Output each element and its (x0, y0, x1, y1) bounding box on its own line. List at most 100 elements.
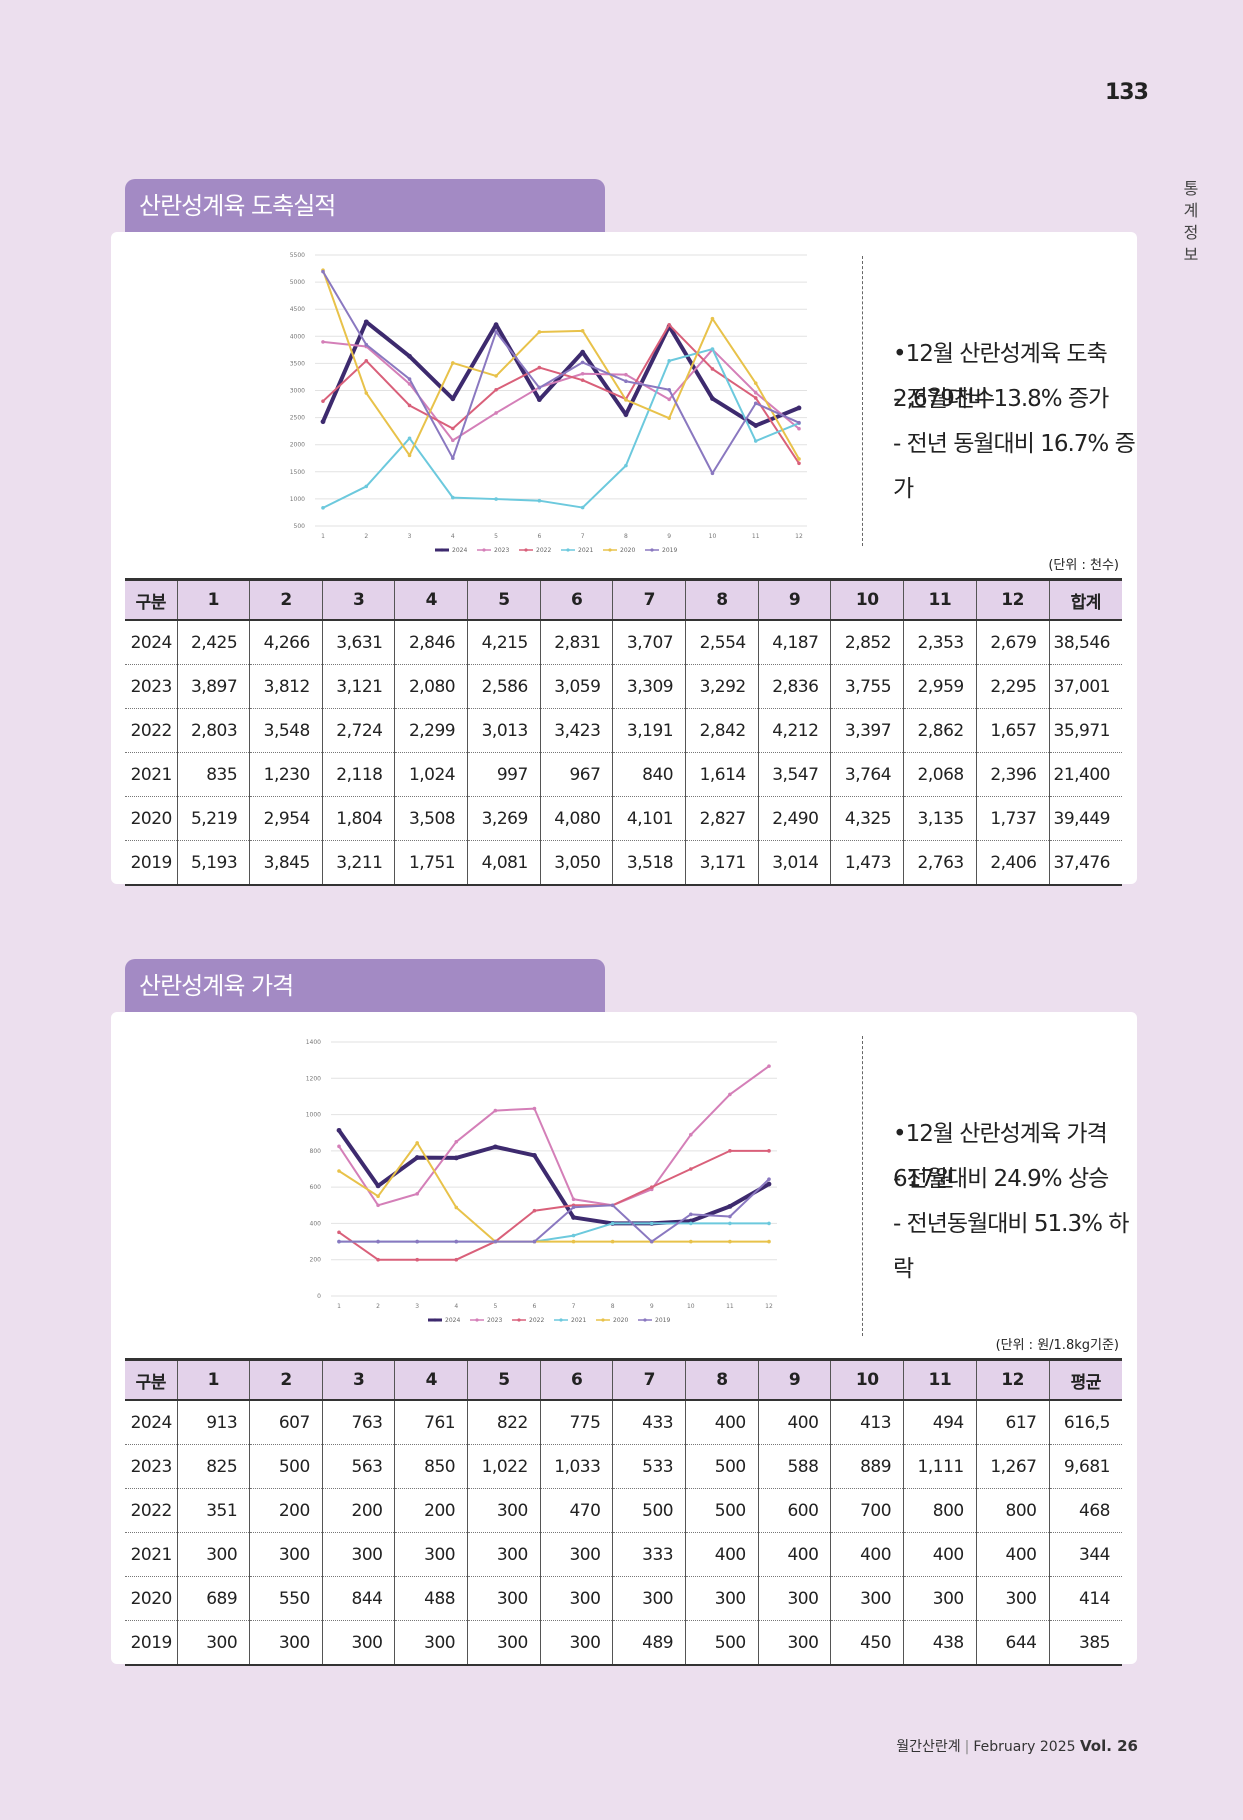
legend-label: 2022 (536, 547, 551, 554)
table-row: 2024 2,425 4,266 3,631 2,846 4,215 2,831 3,707 2… (125, 620, 1122, 665)
table-cell: 300 (612, 1576, 686, 1621)
table-cell: 2,959 (903, 664, 977, 709)
footer-magazine: 월간산란계 (896, 1739, 961, 1755)
y-tick-label: 1200 (306, 1075, 321, 1082)
data-point (494, 411, 498, 415)
summary-line: - 전년동월대비 51.3% 하락 (893, 1211, 1129, 1282)
table-cell: 5,219 (176, 796, 250, 841)
data-point (363, 319, 369, 325)
y-tick-label: 4500 (290, 306, 305, 313)
table-cell: 413 (830, 1400, 904, 1445)
data-point (454, 1239, 459, 1244)
data-point (767, 1064, 771, 1068)
table-cell: 835 (176, 752, 250, 797)
y-tick-label: 3500 (290, 360, 305, 367)
series-line (338, 1065, 770, 1207)
table-cell: 2,353 (903, 620, 977, 665)
data-point (320, 419, 326, 425)
table-cell: 4,325 (830, 796, 904, 841)
column-header: 12 (975, 578, 1049, 621)
table-cell: 2,846 (394, 620, 468, 665)
data-point (364, 358, 369, 363)
x-tick-label: 5 (494, 533, 498, 540)
column-header: 3 (321, 1358, 395, 1401)
table-row: 2021 835 1,230 2,118 1,024 997 967 840 1,614 3,54… (125, 752, 1122, 797)
data-point (728, 1221, 732, 1226)
summary-line: - 전년 동월대비 16.7% 증가 (893, 431, 1136, 502)
table-cell: 1,614 (685, 752, 759, 797)
table-cell: 3,050 (539, 840, 613, 886)
table-cell: 2,299 (394, 708, 468, 753)
x-tick-label: 1 (321, 533, 325, 540)
data-point (376, 1194, 380, 1199)
price-table: 구분 1 2 3 4 5 6 7 8 9 10 11 12 평균 2024 913 607 763 761 822 7… (125, 1358, 1122, 1666)
data-point (667, 387, 671, 392)
table-cell: 763 (321, 1400, 395, 1445)
table-cell: 3,845 (249, 840, 323, 886)
row-year: 2023 (125, 1444, 177, 1489)
data-point (493, 1239, 498, 1244)
column-header: 4 (394, 1358, 468, 1401)
table-cell: 300 (975, 1576, 1049, 1621)
table-cell: 563 (321, 1444, 395, 1489)
table-cell: 700 (830, 1488, 904, 1533)
table-cell: 4,101 (612, 796, 686, 841)
table-cell: 3,171 (685, 840, 759, 886)
legend-marker (601, 1318, 605, 1322)
data-point (689, 1239, 693, 1244)
table-cell: 9,681 (1048, 1444, 1122, 1489)
summary-line: - 전월대비 24.9% 상승 (893, 1166, 1109, 1192)
table-cell: 3,191 (612, 708, 686, 753)
table-cell: 35,971 (1048, 708, 1122, 753)
data-point (610, 1239, 615, 1244)
row-year: 2022 (125, 708, 177, 753)
x-tick-label: 4 (454, 1303, 458, 1310)
column-header: 8 (685, 1358, 759, 1401)
row-year: 2023 (125, 664, 177, 709)
column-header: 1 (176, 1358, 250, 1401)
table-cell: 300 (539, 1576, 613, 1621)
unit-label: (단위 : 천수) (1048, 558, 1119, 573)
x-tick-label: 3 (415, 1303, 419, 1310)
y-tick-label: 2000 (290, 442, 305, 449)
slaughter-table: 구분 1 2 3 4 5 6 7 8 9 10 11 12 합계 2024 2,425 4,266 3,631 2… (125, 578, 1122, 886)
legend-label: 2023 (494, 547, 509, 554)
data-point (649, 1185, 654, 1189)
data-point (667, 323, 671, 327)
data-point (667, 397, 671, 402)
data-point (337, 1230, 341, 1235)
data-point (493, 1108, 498, 1113)
row-year: 2020 (125, 1576, 177, 1621)
table-cell: 644 (975, 1620, 1049, 1666)
data-point (451, 426, 455, 431)
x-tick-label: 2 (364, 533, 368, 540)
table-cell: 1,473 (830, 840, 904, 886)
column-header: 7 (612, 578, 686, 621)
row-year: 2019 (125, 1620, 177, 1666)
data-point (375, 1183, 381, 1189)
table-cell: 2,954 (249, 796, 323, 841)
x-tick-label: 8 (624, 533, 628, 540)
data-point (728, 1149, 732, 1153)
series-line (322, 323, 800, 464)
data-point (571, 1233, 576, 1238)
table-row: 2022 2,803 3,548 2,724 2,299 3,013 3,423 3,191 2… (125, 708, 1122, 753)
legend-label: 2022 (529, 1317, 544, 1324)
table-cell: 844 (321, 1576, 395, 1621)
footer-date: February 2025 (973, 1739, 1076, 1755)
row-year: 2024 (125, 1400, 177, 1445)
data-point (454, 1257, 459, 1262)
data-point (337, 1144, 341, 1149)
table-cell: 3,812 (249, 664, 323, 709)
series-line (339, 1178, 770, 1243)
table-cell: 489 (612, 1620, 686, 1666)
data-point (407, 453, 412, 458)
table-cell: 3,269 (467, 796, 541, 841)
table-cell: 438 (903, 1620, 977, 1666)
table-cell: 775 (539, 1400, 613, 1445)
table-cell: 38,546 (1048, 620, 1122, 665)
table-cell: 200 (394, 1488, 468, 1533)
table-cell: 300 (903, 1576, 977, 1621)
table-cell: 1,022 (467, 1444, 541, 1489)
table-cell: 300 (830, 1576, 904, 1621)
